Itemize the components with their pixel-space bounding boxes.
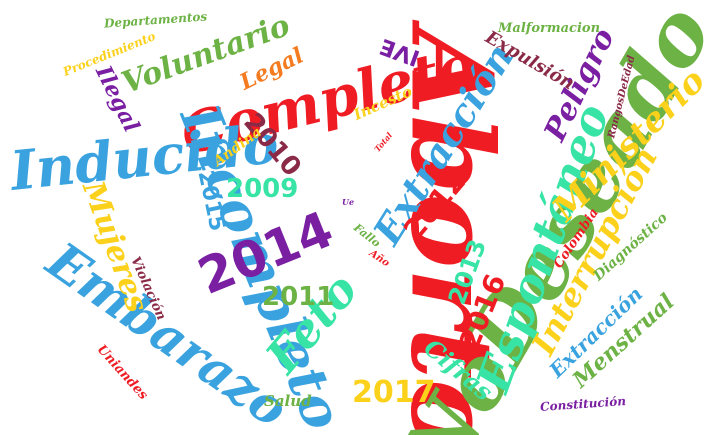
word-2017: 2017 <box>352 375 436 410</box>
word-salud: Salud <box>264 392 312 410</box>
word-2011: 2011 <box>262 282 335 312</box>
word-constitucion: Constitución <box>539 394 627 414</box>
word-malformacion: Malformacion <box>498 21 601 36</box>
word-departamentos: Departamentos <box>103 9 208 31</box>
word-2009: 2009 <box>226 174 299 204</box>
word-ue: Ue <box>342 197 355 207</box>
